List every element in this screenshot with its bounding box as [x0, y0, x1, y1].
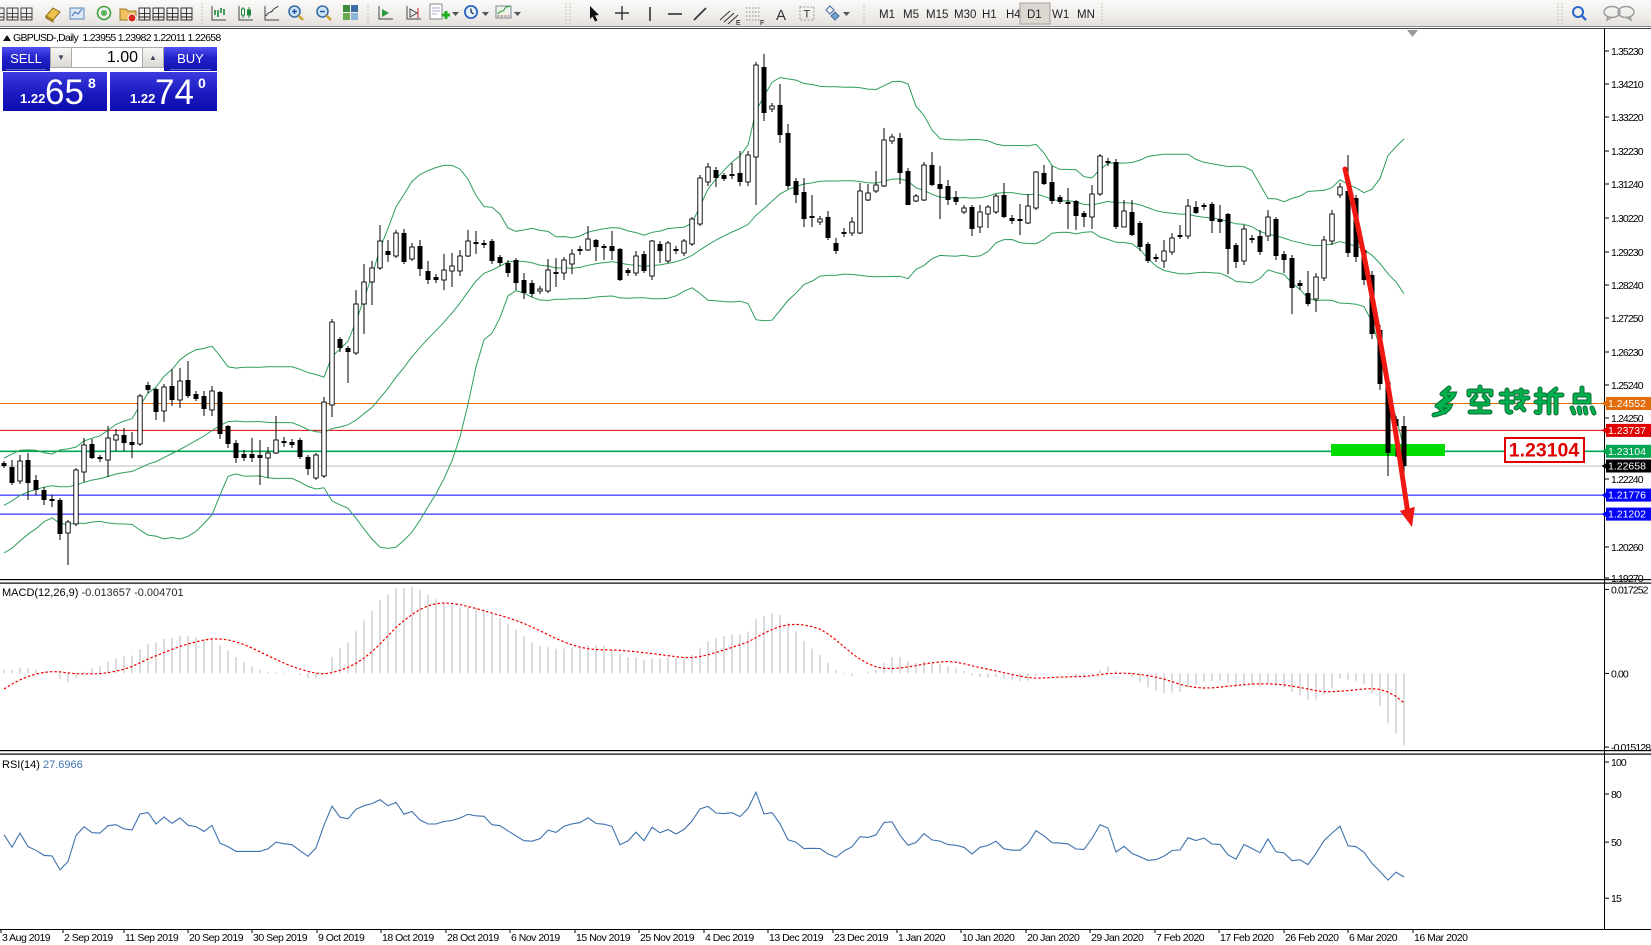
svg-text:23 Dec 2019: 23 Dec 2019 [834, 932, 889, 944]
svg-text:1.22658: 1.22658 [1608, 461, 1646, 473]
svg-text:1.20260: 1.20260 [1611, 542, 1644, 554]
svg-text:H1: H1 [982, 9, 997, 21]
svg-text:1.24250: 1.24250 [1611, 413, 1644, 425]
svg-text:2 Sep 2019: 2 Sep 2019 [64, 932, 113, 944]
svg-text:6 Nov 2019: 6 Nov 2019 [511, 932, 560, 944]
svg-text:1.22240: 1.22240 [1611, 474, 1644, 486]
svg-text:M5: M5 [903, 9, 919, 21]
svg-text:6 Mar 2020: 6 Mar 2020 [1349, 932, 1398, 944]
svg-text:9 Oct 2019: 9 Oct 2019 [318, 932, 365, 944]
svg-text:11 Sep 2019: 11 Sep 2019 [125, 932, 179, 944]
svg-text:1.23104: 1.23104 [1608, 446, 1646, 458]
svg-text:H4: H4 [1006, 9, 1021, 21]
svg-text:30 Sep 2019: 30 Sep 2019 [253, 932, 308, 944]
svg-text:1.24552: 1.24552 [1608, 398, 1646, 410]
svg-text:17 Feb 2020: 17 Feb 2020 [1220, 932, 1274, 944]
svg-text:4 Dec 2019: 4 Dec 2019 [705, 932, 754, 944]
svg-text:E: E [736, 20, 741, 27]
svg-text:1.23104: 1.23104 [1509, 440, 1580, 462]
svg-text:1.29230: 1.29230 [1611, 247, 1644, 259]
svg-text:MACD(12,26,9) -0.013657 -0.004: MACD(12,26,9) -0.013657 -0.004701 [2, 587, 184, 599]
svg-text:100: 100 [1611, 757, 1627, 769]
svg-text:1.31240: 1.31240 [1611, 179, 1644, 191]
svg-text:1.33220: 1.33220 [1611, 112, 1644, 124]
svg-text:0.00: 0.00 [1611, 668, 1629, 680]
svg-text:15: 15 [1611, 893, 1622, 905]
svg-text:15 Nov 2019: 15 Nov 2019 [576, 932, 631, 944]
svg-text:1.26230: 1.26230 [1611, 347, 1644, 359]
svg-text:1.34210: 1.34210 [1611, 79, 1644, 91]
svg-text:MN: MN [1077, 9, 1095, 21]
svg-text:1.23737: 1.23737 [1608, 425, 1646, 437]
svg-text:16 Mar 2020: 16 Mar 2020 [1414, 932, 1468, 944]
svg-text:1.32230: 1.32230 [1611, 146, 1644, 158]
svg-text:RSI(14) 27.6966: RSI(14) 27.6966 [2, 759, 83, 771]
svg-text:T: T [804, 9, 811, 21]
svg-text:F: F [760, 20, 764, 27]
svg-text:20 Jan 2020: 20 Jan 2020 [1027, 932, 1080, 944]
svg-text:25 Nov 2019: 25 Nov 2019 [640, 932, 695, 944]
svg-text:1.27250: 1.27250 [1611, 313, 1644, 325]
svg-text:26 Feb 2020: 26 Feb 2020 [1285, 932, 1339, 944]
svg-text:1.21776: 1.21776 [1608, 490, 1646, 502]
svg-text:18 Oct 2019: 18 Oct 2019 [382, 932, 434, 944]
svg-text:1.30220: 1.30220 [1611, 213, 1644, 225]
svg-text:M15: M15 [926, 9, 948, 21]
svg-text:7 Feb 2020: 7 Feb 2020 [1156, 932, 1205, 944]
svg-text:M1: M1 [879, 9, 895, 21]
svg-text:1.21202: 1.21202 [1608, 509, 1646, 521]
svg-text:-0.015128: -0.015128 [1611, 742, 1651, 754]
svg-text:0.017252: 0.017252 [1611, 584, 1649, 596]
svg-text:A: A [776, 7, 786, 24]
svg-text:1.35230: 1.35230 [1611, 46, 1644, 58]
svg-text:50: 50 [1611, 837, 1622, 849]
svg-text:1.25240: 1.25240 [1611, 380, 1644, 392]
svg-text:29 Jan 2020: 29 Jan 2020 [1091, 932, 1144, 944]
svg-text:1 Jan 2020: 1 Jan 2020 [898, 932, 946, 944]
svg-text:80: 80 [1611, 789, 1622, 801]
svg-text:M30: M30 [954, 9, 976, 21]
svg-text:1.28240: 1.28240 [1611, 280, 1644, 292]
svg-text:20 Sep 2019: 20 Sep 2019 [189, 932, 244, 944]
svg-text:28 Oct 2019: 28 Oct 2019 [447, 932, 499, 944]
svg-text:D1: D1 [1027, 9, 1042, 21]
svg-text:3 Aug 2019: 3 Aug 2019 [2, 932, 51, 944]
svg-text:1.19270: 1.19270 [1611, 573, 1644, 585]
svg-text:10 Jan 2020: 10 Jan 2020 [962, 932, 1015, 944]
svg-text:13 Dec 2019: 13 Dec 2019 [769, 932, 824, 944]
svg-text:W1: W1 [1052, 9, 1069, 21]
